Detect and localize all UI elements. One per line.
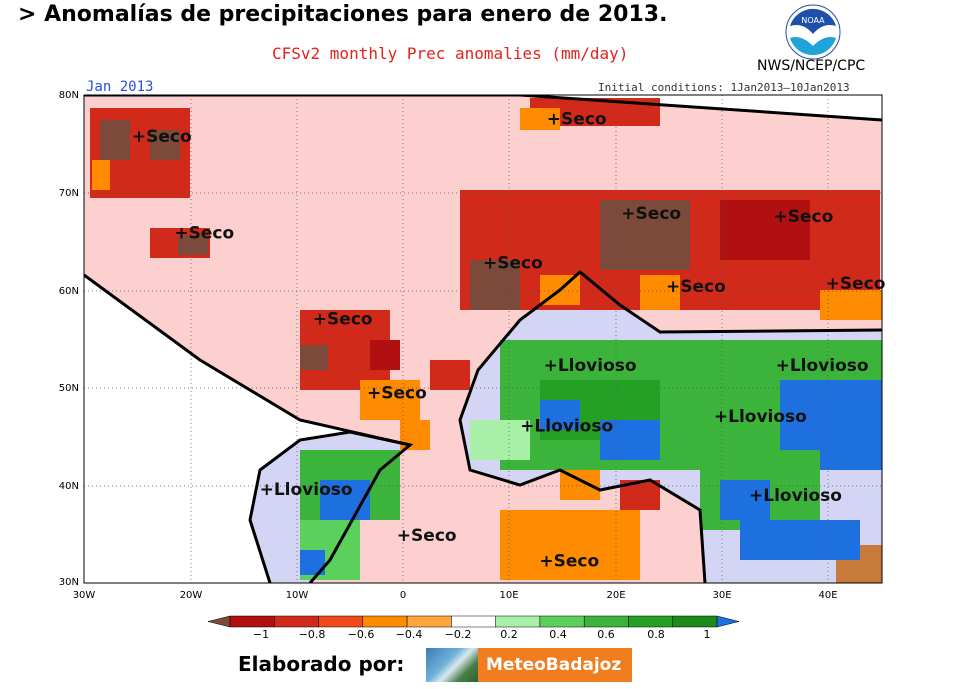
agency-label: NWS/NCEP/CPC: [757, 58, 866, 74]
colour-bar-segment-4: [406, 615, 452, 628]
region-label-6: +Seco: [666, 277, 726, 297]
region-label-15: +Llovioso: [749, 486, 842, 506]
region-label-17: +Seco: [539, 551, 599, 571]
region-labels: +Seco +Seco +Seco +Seco +Seco +Seco +Seco +Seco…: [132, 109, 885, 571]
colour-bar-segment-1: [274, 615, 319, 628]
lon-label-20w: 20W: [179, 590, 203, 601]
colour-bar-segment-0: [229, 615, 275, 628]
initial-conditions: Initial conditions: 1Jan2013–10Jan2013: [598, 81, 850, 94]
brand-logo-image: [426, 648, 478, 682]
logo-text: NOAA: [801, 16, 825, 25]
colour-bar-segment-10: [672, 615, 718, 628]
cbar-label-6: 0.4: [549, 628, 567, 641]
period-label: Jan 2013: [86, 79, 154, 95]
colour-bar-segment-7: [539, 615, 585, 628]
lat-label-40n: 40N: [58, 481, 79, 492]
region-label-3: +Seco: [483, 254, 543, 274]
cbar-label-4: −0.2: [444, 628, 472, 641]
lon-label-20e: 20E: [606, 590, 626, 601]
region-outlines: [84, 95, 882, 583]
region-label-0: +Seco: [132, 127, 192, 147]
region-label-2: +Seco: [547, 109, 607, 129]
region-label-10: +Llovioso: [544, 356, 637, 376]
map-frame: [83, 94, 883, 584]
lon-label-10w: 10W: [285, 590, 309, 601]
region-label-7: +Seco: [826, 274, 886, 294]
region-label-12: +Llovioso: [714, 407, 807, 427]
colour-bar-segment-2: [318, 615, 364, 628]
cbar-label-8: 0.8: [647, 628, 665, 641]
cbar-label-3: −0.4: [395, 628, 423, 641]
region-label-1: +Seco: [174, 224, 234, 244]
lon-label-40e: 40E: [818, 590, 838, 601]
lon-label-30e: 30E: [712, 590, 732, 601]
lat-label-80n: 80N: [58, 90, 79, 101]
lon-label-0: 0: [399, 590, 407, 601]
cbar-label-1: −0.8: [298, 628, 326, 641]
cbar-label-0: −1: [252, 628, 270, 641]
lon-label-30w: 30W: [72, 590, 96, 601]
region-label-9: +Seco: [367, 384, 427, 404]
graticule: [84, 95, 882, 583]
lat-label-50n: 50N: [58, 383, 79, 394]
lat-label-30n: 30N: [58, 577, 79, 588]
wet-anomaly-cells: [300, 340, 882, 580]
colour-bar-segment-3: [362, 615, 408, 628]
brand-name: MeteoBadajoz: [478, 648, 632, 682]
page-title: > Anomalías de precipitaciones para ener…: [18, 2, 668, 27]
brand-badge[interactable]: MeteoBadajoz: [426, 648, 632, 682]
dry-anomaly-cells: [90, 98, 882, 583]
colour-bar: [207, 615, 740, 628]
cbar-label-5: 0.2: [500, 628, 518, 641]
colour-bar-segment-8: [583, 615, 629, 628]
region-label-13: +Llovioso: [520, 417, 613, 437]
region-label-5: +Seco: [774, 207, 834, 227]
region-label-11: +Llovioso: [776, 356, 869, 376]
colour-bar-segment-9: [628, 615, 674, 628]
cbar-label-2: −0.6: [347, 628, 375, 641]
colour-bar-right-arrow: [716, 615, 740, 628]
colour-bar-left-arrow: [207, 615, 231, 628]
cbar-label-9: 1: [703, 628, 711, 641]
lat-label-70n: 70N: [58, 188, 79, 199]
region-label-4: +Seco: [621, 204, 681, 224]
region-label-14: +Llovioso: [260, 480, 353, 500]
region-label-8: +Seco: [313, 309, 373, 329]
chart-subtitle: CFSv2 monthly Prec anomalies (mm/day): [272, 44, 629, 63]
lat-label-60n: 60N: [58, 286, 79, 297]
colour-bar-segment-6: [495, 615, 541, 628]
cbar-label-7: 0.6: [597, 628, 615, 641]
colour-bar-segment-5: [451, 615, 496, 628]
region-label-16: +Seco: [397, 526, 457, 546]
lon-label-10e: 10E: [499, 590, 519, 601]
noaa-logo: NOAA: [785, 4, 841, 60]
credit-label: Elaborado por:: [238, 652, 405, 676]
